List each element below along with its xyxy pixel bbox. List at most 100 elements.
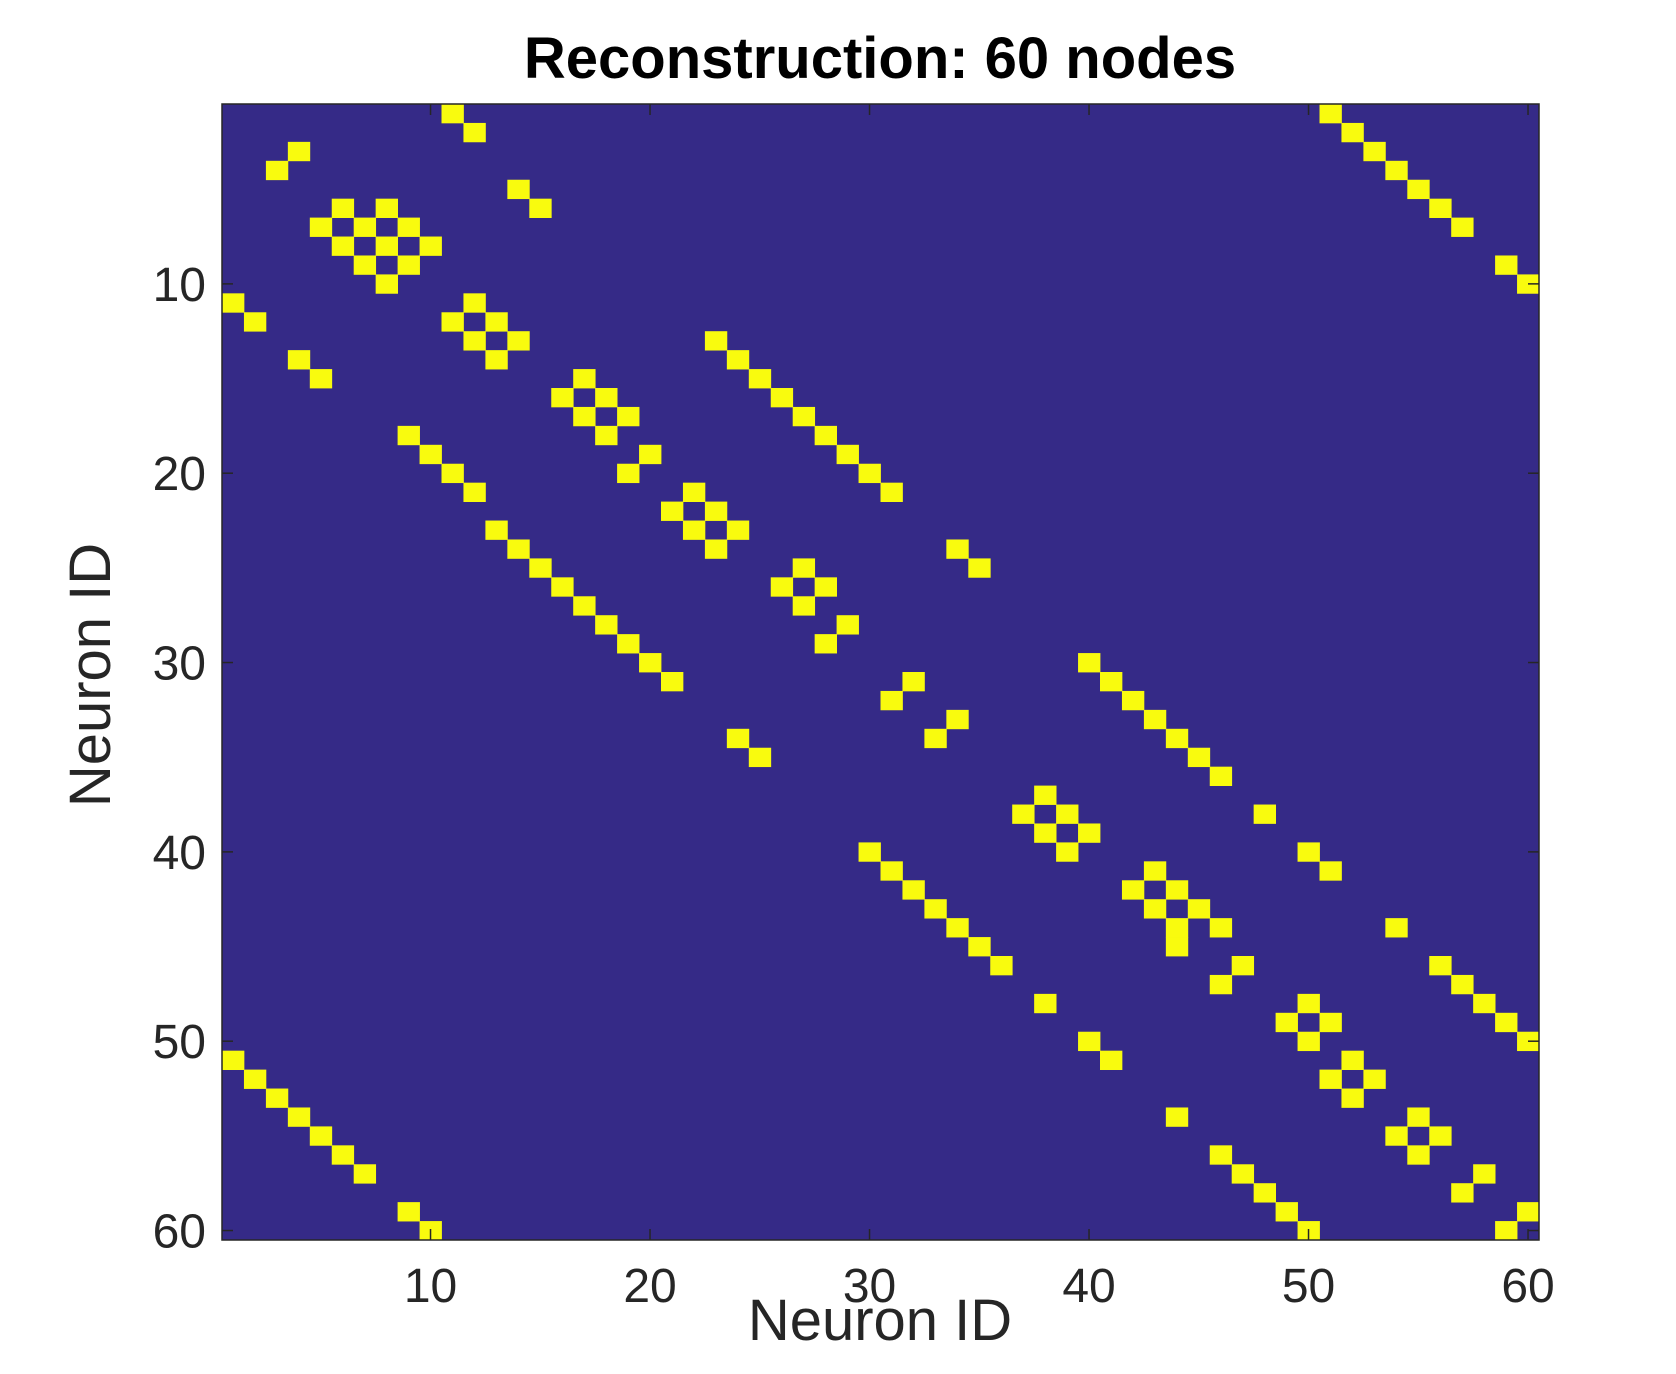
heatmap-cell bbox=[1517, 1202, 1540, 1222]
heatmap-cell bbox=[485, 312, 508, 332]
x-tick-label: 20 bbox=[623, 1260, 676, 1313]
x-tick-label: 60 bbox=[1501, 1260, 1554, 1313]
x-tick-label: 30 bbox=[843, 1260, 896, 1313]
heatmap-cell bbox=[880, 690, 903, 711]
heatmap-cell bbox=[1407, 1107, 1430, 1127]
cells-layer bbox=[222, 104, 1540, 1241]
heatmap-cell bbox=[880, 861, 903, 881]
heatmap-cell bbox=[682, 520, 706, 540]
heatmap-cell bbox=[507, 331, 530, 351]
heatmap-cell bbox=[726, 520, 750, 540]
heatmap-cell bbox=[1034, 993, 1057, 1014]
heatmap-cell bbox=[639, 653, 662, 673]
heatmap-cell bbox=[529, 558, 552, 578]
heatmap-cell bbox=[1231, 956, 1255, 976]
heatmap-cell bbox=[880, 482, 903, 502]
heatmap-cell bbox=[1297, 993, 1320, 1014]
heatmap-cell bbox=[1297, 842, 1320, 862]
heatmap-cell bbox=[858, 842, 881, 862]
heatmap-cell bbox=[441, 104, 464, 124]
heatmap-cell bbox=[1100, 1050, 1123, 1070]
heatmap-cell bbox=[353, 255, 377, 275]
heatmap-cell bbox=[287, 1107, 311, 1127]
heatmap-cell bbox=[1451, 217, 1474, 237]
heatmap-cell bbox=[309, 217, 333, 237]
heatmap-cell bbox=[1341, 1050, 1364, 1070]
heatmap-cell bbox=[551, 388, 574, 408]
heatmap-cell bbox=[419, 236, 442, 256]
heatmap-cell bbox=[1143, 709, 1167, 730]
heatmap-cell bbox=[397, 425, 420, 446]
y-tick-label: 30 bbox=[153, 638, 206, 691]
x-tick-label: 50 bbox=[1282, 1260, 1335, 1313]
heatmap-cell bbox=[1297, 1031, 1320, 1052]
heatmap-cell bbox=[661, 672, 684, 692]
heatmap-cell bbox=[617, 406, 640, 427]
heatmap-cell bbox=[924, 728, 947, 749]
heatmap-cell bbox=[792, 558, 816, 578]
heatmap-cell bbox=[792, 406, 816, 427]
x-tick-label: 40 bbox=[1062, 1260, 1115, 1313]
heatmap-cell bbox=[1100, 672, 1123, 692]
heatmap-cell bbox=[1473, 993, 1496, 1014]
heatmap-cell bbox=[375, 198, 398, 218]
heatmap-cell bbox=[243, 312, 267, 332]
heatmap-cell bbox=[265, 1088, 289, 1108]
heatmap-cell bbox=[419, 444, 442, 465]
heatmap-cell bbox=[222, 293, 245, 313]
heatmap-cell bbox=[441, 463, 464, 484]
plot-frame bbox=[221, 103, 1540, 1241]
heatmap-cell bbox=[1165, 728, 1189, 749]
heatmap-cell bbox=[704, 501, 728, 521]
heatmap-cell bbox=[1473, 1164, 1496, 1184]
heatmap-cell bbox=[1495, 1221, 1518, 1241]
heatmap-cell bbox=[1451, 1183, 1474, 1203]
heatmap-cell bbox=[1078, 1031, 1101, 1052]
heatmap-cell bbox=[595, 388, 618, 408]
heatmap-cell bbox=[1407, 1145, 1430, 1165]
heatmap-cell bbox=[1319, 1012, 1342, 1033]
heatmap-cell bbox=[1275, 1012, 1298, 1033]
heatmap-cell bbox=[1165, 1107, 1189, 1127]
heatmap-cell bbox=[485, 520, 508, 540]
y-axis-ticks: 10 20 30 40 50 60 bbox=[153, 259, 1539, 1259]
heatmap-cell bbox=[1341, 122, 1364, 143]
heatmap-cell bbox=[375, 236, 398, 256]
heatmap-cell bbox=[309, 369, 333, 389]
heatmap-cell bbox=[770, 577, 794, 597]
y-tick-label: 20 bbox=[153, 448, 206, 501]
heatmap-cell bbox=[353, 217, 377, 237]
heatmap-cell bbox=[726, 350, 750, 370]
heatmap-cell bbox=[1056, 842, 1079, 862]
heatmap-cell bbox=[1121, 880, 1145, 900]
heatmap-cell bbox=[1165, 937, 1189, 957]
heatmap-cell bbox=[485, 350, 508, 370]
y-tick-label: 50 bbox=[153, 1016, 206, 1069]
heatmap-cell bbox=[836, 615, 859, 635]
heatmap-cell bbox=[1495, 1012, 1518, 1033]
heatmap-cell bbox=[1012, 804, 1035, 824]
heatmap-cell bbox=[595, 425, 618, 446]
heatmap-cell bbox=[1275, 1202, 1298, 1222]
heatmap-cell bbox=[902, 672, 925, 692]
heatmap-cell bbox=[1187, 899, 1211, 919]
heatmap-cell bbox=[287, 141, 311, 162]
heatmap-cell bbox=[243, 1069, 267, 1089]
heatmap-cell bbox=[1341, 1088, 1364, 1108]
heatmap-cell bbox=[1363, 1069, 1386, 1089]
heatmap-cell bbox=[222, 1050, 245, 1070]
heatmap-cell bbox=[1034, 823, 1057, 843]
heatmap-cell bbox=[682, 482, 706, 502]
heatmap-cell bbox=[617, 634, 640, 654]
heatmap-cell bbox=[573, 596, 596, 616]
heatmap-cell bbox=[968, 937, 991, 957]
heatmap-cell bbox=[1429, 956, 1452, 976]
y-tick-label: 10 bbox=[153, 259, 206, 312]
heatmap-cell bbox=[1253, 804, 1276, 824]
heatmap-cell bbox=[1209, 766, 1233, 786]
heatmap-cell bbox=[1429, 198, 1452, 218]
heatmap-cell bbox=[617, 463, 640, 484]
heatmap-cell bbox=[1165, 918, 1189, 938]
heatmap-cell bbox=[639, 444, 662, 465]
